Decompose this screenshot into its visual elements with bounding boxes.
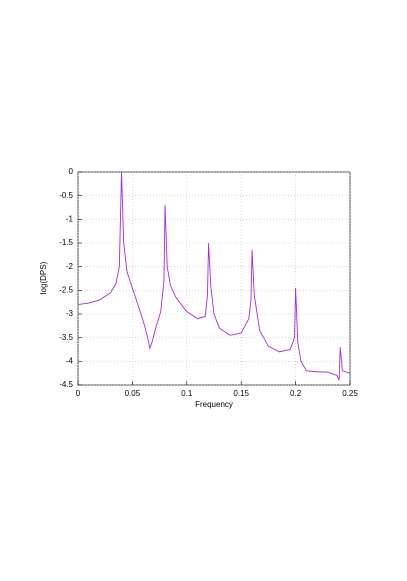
data-line (77, 171, 351, 381)
y-tick-label: -2 (66, 262, 74, 271)
y-tick-label: -1.5 (59, 238, 73, 247)
x-tick-label: 0.2 (290, 389, 302, 398)
plot-frame (77, 171, 351, 386)
x-axis-label: Frequency (195, 400, 233, 409)
y-tick-label: -0.5 (59, 191, 73, 200)
x-tick-label: 0.25 (342, 389, 358, 398)
x-tick-label: 0 (76, 389, 81, 398)
y-tick-label: -2.5 (59, 285, 73, 294)
y-tick-label: -1 (66, 214, 74, 223)
x-tick-label: 0.1 (181, 389, 193, 398)
x-tick-label: 0.15 (233, 389, 249, 398)
x-tick-label: 0.05 (125, 389, 141, 398)
y-axis-label: log(DPS) (39, 261, 48, 294)
y-tick-label: 0 (69, 167, 74, 176)
y-tick-label: -3.5 (59, 333, 73, 342)
y-tick-label: -4.5 (59, 380, 73, 389)
y-tick-label: -4 (66, 356, 74, 365)
y-tick-label: -3 (66, 309, 74, 318)
